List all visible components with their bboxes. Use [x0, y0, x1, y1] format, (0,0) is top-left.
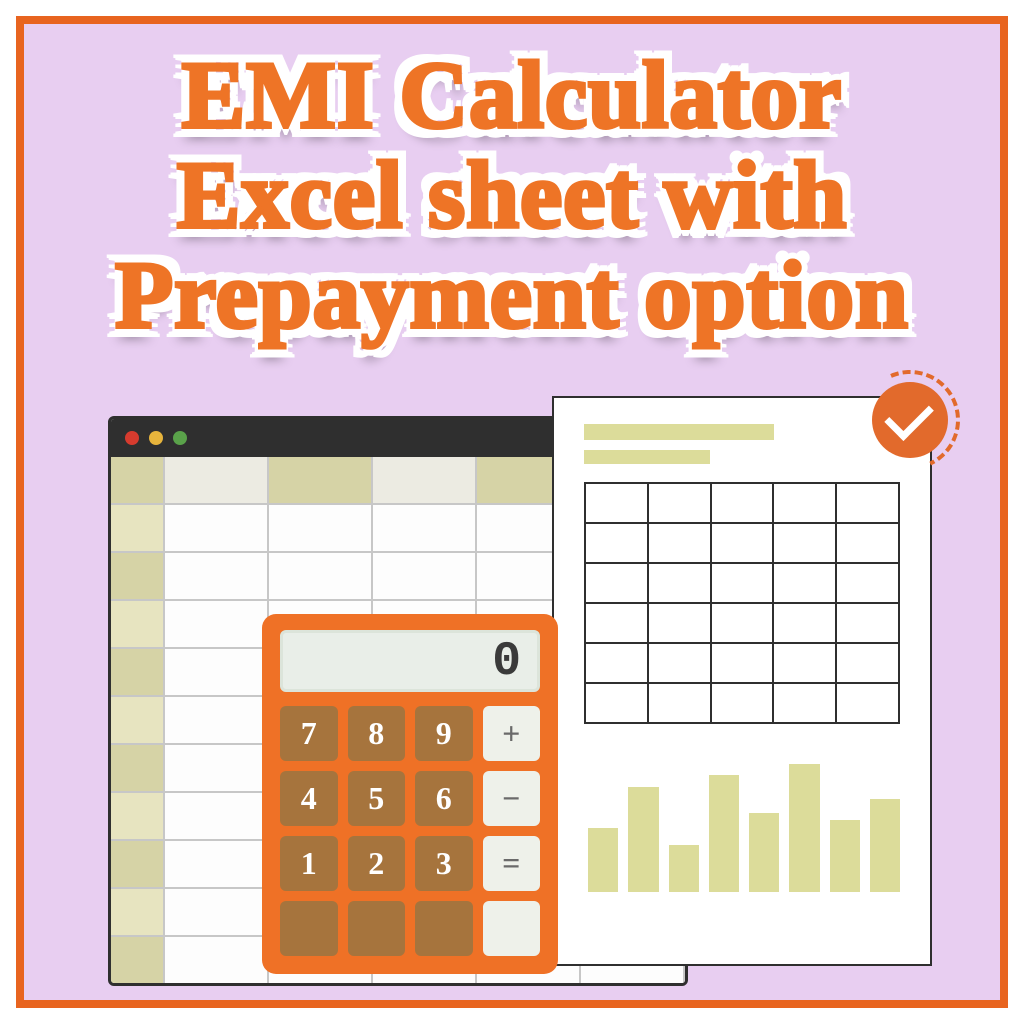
- window-maximize-dot: [173, 431, 187, 445]
- doc-heading-bar: [584, 424, 774, 440]
- calc-key-−[interactable]: −: [483, 771, 541, 826]
- calc-key-6[interactable]: 6: [415, 771, 473, 826]
- calc-key-+[interactable]: +: [483, 706, 541, 761]
- calc-key-blank[interactable]: [348, 901, 406, 956]
- doc-bar-chart: [584, 752, 900, 892]
- calc-key-8[interactable]: 8: [348, 706, 406, 761]
- calc-key-2[interactable]: 2: [348, 836, 406, 891]
- frame: 0 789+456− 123= EMI CalculatorExcel sheet…: [16, 16, 1008, 1008]
- doc-subheading-bar: [584, 450, 710, 464]
- calculator-keypad: 789+456− 123=: [280, 706, 540, 956]
- calc-key-blank[interactable]: [483, 901, 541, 956]
- calc-key-7[interactable]: 7: [280, 706, 338, 761]
- calc-key-9[interactable]: 9: [415, 706, 473, 761]
- calc-key-blank[interactable]: [280, 901, 338, 956]
- calc-key-=[interactable]: =: [483, 836, 541, 891]
- report-document: [552, 396, 932, 966]
- calc-key-4[interactable]: 4: [280, 771, 338, 826]
- check-icon: [872, 382, 948, 458]
- window-minimize-dot: [149, 431, 163, 445]
- calculator: 0 789+456− 123=: [262, 614, 558, 974]
- calc-key-blank[interactable]: [415, 901, 473, 956]
- calc-key-1[interactable]: 1: [280, 836, 338, 891]
- calculator-display: 0: [280, 630, 540, 692]
- calc-key-5[interactable]: 5: [348, 771, 406, 826]
- check-badge: [860, 370, 960, 470]
- page-title: EMI CalculatorExcel sheet withPrepayment…: [24, 46, 1000, 345]
- doc-table: [584, 482, 900, 724]
- calc-key-3[interactable]: 3: [415, 836, 473, 891]
- window-close-dot: [125, 431, 139, 445]
